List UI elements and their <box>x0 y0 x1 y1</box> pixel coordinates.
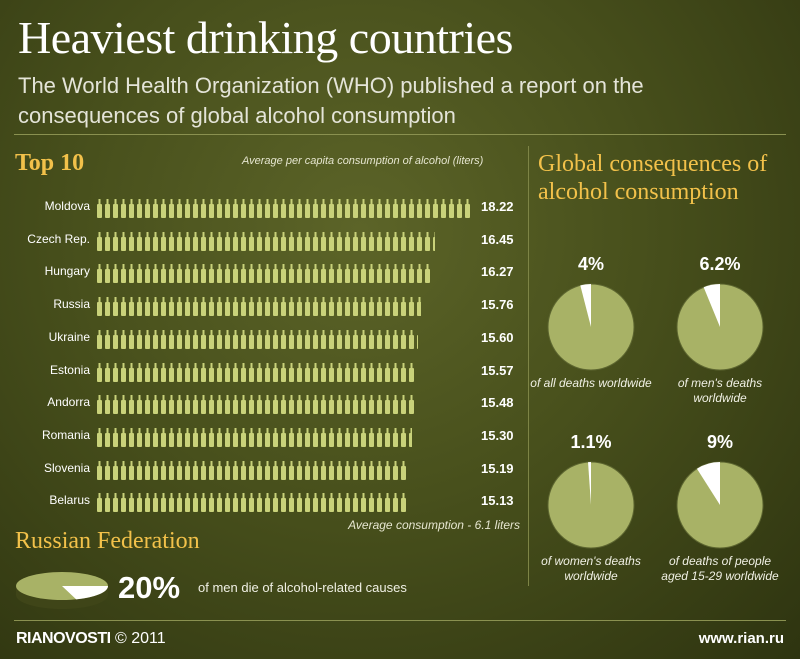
bar-category-label: Estonia <box>49 362 90 377</box>
pie-percent-label: 9% <box>706 432 733 452</box>
russia-text: of men die of alcohol-related causes <box>198 580 407 595</box>
bar <box>97 231 435 251</box>
russia-percent: 20% <box>118 570 181 605</box>
top10-title: Top 10 <box>15 150 85 176</box>
bar-row: Russia 15.76 <box>0 295 528 317</box>
bar-category-label: Romania <box>41 427 90 442</box>
pie-caption: of women's deaths worldwide <box>541 554 641 583</box>
bar-row: Romania 15.30 <box>0 426 528 448</box>
russia-pie-chart <box>16 572 108 609</box>
bar-category-label: Moldova <box>44 199 90 213</box>
global-title: Global consequences of alcohol consumpti… <box>538 151 768 205</box>
bar-row: Slovenia 15.19 <box>0 459 528 481</box>
bar <box>97 264 430 284</box>
bar <box>97 297 421 317</box>
pie-chart <box>547 283 635 371</box>
pie-caption: of all deaths worldwide <box>530 376 652 390</box>
bar-value-label: 15.48 <box>481 395 514 411</box>
page-subtitle: The World Health Organization (WHO) publ… <box>18 73 644 128</box>
pie-chart <box>547 461 635 549</box>
bar-value-label: 16.27 <box>481 264 514 280</box>
bar <box>97 362 414 382</box>
copyright: © 2011 <box>115 630 166 647</box>
pie-item: 1.1% of women's deaths worldwide <box>526 430 656 584</box>
bar-value-label: 15.76 <box>481 297 514 313</box>
footer-url[interactable]: www.rian.ru <box>698 630 784 647</box>
pie-percent-label: 6.2% <box>699 254 741 274</box>
column-divider <box>528 146 529 586</box>
bar-row: Andorra 15.48 <box>0 393 528 415</box>
bar <box>97 427 412 447</box>
pie-slice <box>588 462 591 505</box>
footer-logo: RIANOVOSTI © 2011 <box>16 630 166 648</box>
bar-row: Belarus 15.13 <box>0 491 528 513</box>
bar-category-label: Slovenia <box>43 460 90 475</box>
pie-item: 4% of all deaths worldwide <box>526 252 656 391</box>
bar-category-label: Hungary <box>44 264 90 279</box>
bar-value-label: 18.22 <box>481 199 514 214</box>
bar-row: Hungary 16.27 <box>0 262 528 284</box>
brand-logo: RIANOVOSTI <box>16 630 111 647</box>
pie-caption: of men's deaths worldwide <box>677 376 763 405</box>
bar-value-label: 16.45 <box>481 231 514 247</box>
bar-value-label: 15.60 <box>481 329 514 345</box>
bar-row: Czech Rep. 16.45 <box>0 230 528 252</box>
average-consumption-note: Average consumption - 6.1 liters <box>348 518 520 532</box>
pie-slice <box>62 586 108 600</box>
pie-slice <box>696 462 720 505</box>
bar-row: Ukraine 15.60 <box>0 328 528 350</box>
russia-title: Russian Federation <box>15 528 200 554</box>
top-divider <box>14 134 786 135</box>
bar <box>97 460 406 480</box>
bottom-divider <box>14 620 786 621</box>
bar-category-label: Andorra <box>47 395 90 410</box>
bar-category-label: Russia <box>53 297 90 312</box>
bar-value-label: 15.30 <box>481 427 514 443</box>
bar <box>97 395 414 415</box>
bar-row: Estonia 15.57 <box>0 361 528 383</box>
pie-caption: of deaths of people aged 15-29 worldwide <box>661 554 779 583</box>
bar-value-label: 15.19 <box>481 460 514 476</box>
pie-item: 6.2% of men's deaths worldwide <box>655 252 785 406</box>
bar <box>97 199 470 218</box>
bar-value-label: 15.57 <box>481 362 514 378</box>
bar-category-label: Czech Rep. <box>27 231 90 246</box>
pie-item: 9% of deaths of people aged 15-29 worldwi… <box>655 430 785 584</box>
bar-category-label: Ukraine <box>48 329 90 344</box>
bar-row: Moldova 18.22 <box>0 197 528 219</box>
bar-category-label: Belarus <box>49 493 90 508</box>
pie-slice <box>703 284 720 327</box>
bar <box>97 493 406 513</box>
unit-note: Average per capita consumption of alcoho… <box>242 155 484 167</box>
page-title: Heaviest drinking countries <box>18 12 513 63</box>
pie-percent-label: 4% <box>577 254 604 274</box>
pie-chart <box>676 461 764 549</box>
pie-chart <box>676 283 764 371</box>
pie-slice <box>580 284 591 327</box>
bar <box>97 329 418 349</box>
pie-percent-label: 1.1% <box>570 432 612 452</box>
bar-value-label: 15.13 <box>481 493 514 509</box>
